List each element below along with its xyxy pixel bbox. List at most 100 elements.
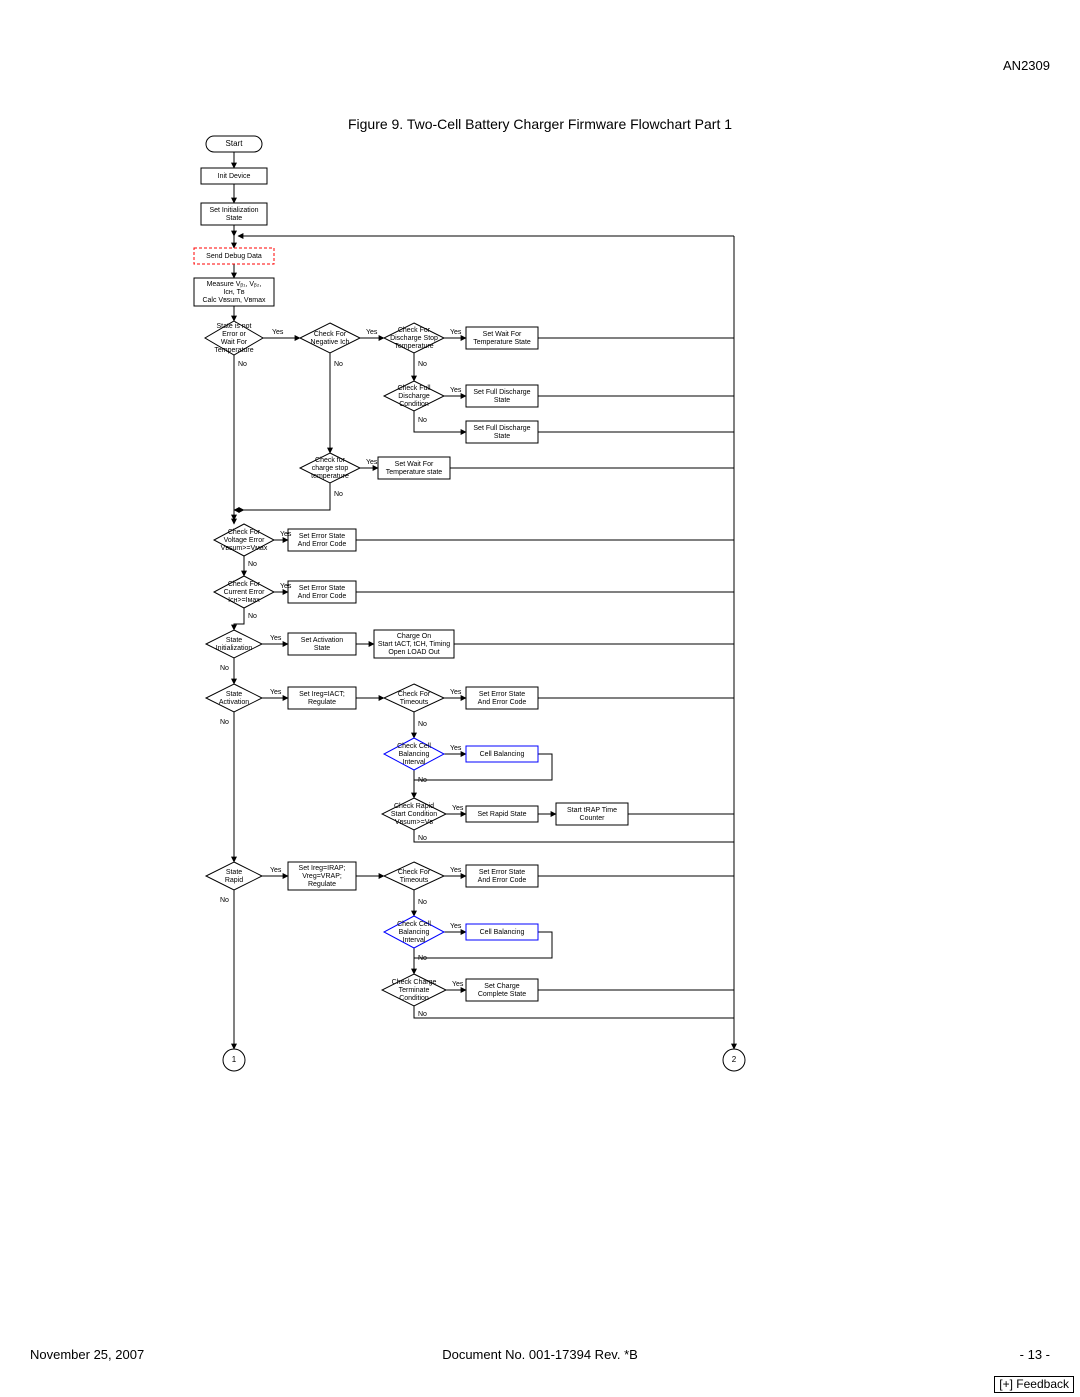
- svg-text:Open LOAD Out: Open LOAD Out: [388, 649, 439, 656]
- svg-text:Counter: Counter: [580, 815, 606, 822]
- svg-text:Icн, Tв: Icн, Tв: [223, 289, 244, 296]
- svg-text:Check Rapid: Check Rapid: [394, 803, 434, 810]
- svg-text:Discharge Stop: Discharge Stop: [390, 335, 438, 342]
- svg-text:No: No: [418, 955, 427, 962]
- svg-text:No: No: [418, 1011, 427, 1018]
- svg-text:Wait For: Wait For: [221, 339, 248, 346]
- svg-text:Vвsum>=Vв: Vвsum>=Vв: [395, 819, 433, 826]
- svg-text:Measure Vᵦ₁, Vᵦ₂,: Measure Vᵦ₁, Vᵦ₂,: [207, 281, 262, 288]
- svg-text:State: State: [494, 397, 510, 404]
- svg-text:Yes: Yes: [280, 583, 292, 590]
- svg-text:No: No: [418, 417, 427, 424]
- svg-text:Set Wait For: Set Wait For: [483, 331, 522, 338]
- feedback-link[interactable]: [+] Feedback: [994, 1376, 1074, 1393]
- svg-text:No: No: [418, 835, 427, 842]
- svg-text:Yes: Yes: [272, 329, 284, 336]
- svg-text:Start tACT, tCH, Timing: Start tACT, tCH, Timing: [378, 641, 450, 648]
- svg-text:Current Error: Current Error: [224, 589, 266, 596]
- svg-text:Yes: Yes: [270, 867, 282, 874]
- svg-text:State: State: [226, 691, 242, 698]
- svg-text:temperature: temperature: [311, 473, 349, 480]
- svg-text:No: No: [334, 491, 343, 498]
- svg-text:Regulate: Regulate: [308, 881, 336, 888]
- svg-text:Voltage Error: Voltage Error: [224, 537, 266, 544]
- svg-text:Yes: Yes: [450, 923, 462, 930]
- svg-text:Yes: Yes: [450, 745, 462, 752]
- svg-text:State: State: [226, 869, 242, 876]
- svg-text:And Error Code: And Error Code: [298, 541, 347, 548]
- svg-text:Start Condition: Start Condition: [391, 811, 437, 818]
- svg-text:Set Error State: Set Error State: [479, 869, 525, 876]
- svg-text:State is not: State is not: [216, 323, 251, 330]
- svg-text:Charge On: Charge On: [397, 633, 431, 640]
- svg-text:Set Error State: Set Error State: [299, 585, 345, 592]
- svg-text:Check For: Check For: [228, 529, 261, 536]
- svg-text:Condition: Condition: [399, 401, 429, 408]
- svg-text:Icн>=Iмах: Icн>=Iмах: [228, 597, 260, 604]
- svg-text:Check For: Check For: [398, 327, 431, 334]
- svg-text:Set Initialization: Set Initialization: [209, 207, 258, 214]
- svg-text:Yes: Yes: [366, 329, 378, 336]
- svg-text:Check For: Check For: [398, 869, 431, 876]
- svg-text:Set Wait For: Set Wait For: [395, 461, 434, 468]
- svg-text:Discharge: Discharge: [398, 393, 430, 400]
- svg-text:No: No: [418, 777, 427, 784]
- svg-text:Regulate: Regulate: [308, 699, 336, 706]
- svg-text:Check Full: Check Full: [397, 385, 431, 392]
- svg-text:Initialization: Initialization: [216, 645, 253, 652]
- svg-text:Vreg=VRAP;: Vreg=VRAP;: [302, 873, 342, 880]
- svg-text:Set Activation: Set Activation: [301, 637, 344, 644]
- svg-text:Calc Vвsum, Vвmax: Calc Vвsum, Vвmax: [202, 297, 266, 304]
- svg-text:1: 1: [232, 1055, 237, 1064]
- svg-text:Temperature: Temperature: [214, 347, 253, 354]
- svg-text:No: No: [238, 361, 247, 368]
- svg-text:Condition: Condition: [399, 995, 429, 1002]
- svg-text:Yes: Yes: [280, 531, 292, 538]
- svg-text:Temperature State: Temperature State: [473, 339, 531, 346]
- svg-text:Check Cell: Check Cell: [397, 921, 431, 928]
- svg-text:Terminate: Terminate: [399, 987, 430, 994]
- svg-text:Yes: Yes: [270, 635, 282, 642]
- svg-text:Yes: Yes: [450, 329, 462, 336]
- svg-text:No: No: [248, 561, 257, 568]
- doc-code: AN2309: [1003, 58, 1050, 73]
- svg-text:No: No: [220, 665, 229, 672]
- svg-text:Set Ireg=IACT;: Set Ireg=IACT;: [299, 691, 345, 698]
- svg-text:Check Charge: Check Charge: [392, 979, 437, 986]
- svg-text:Start tRAP Time: Start tRAP Time: [567, 807, 617, 814]
- svg-text:No: No: [418, 361, 427, 368]
- svg-text:Timeouts: Timeouts: [400, 699, 429, 706]
- svg-text:Set Error State: Set Error State: [479, 691, 525, 698]
- svg-text:State: State: [226, 215, 242, 222]
- svg-text:Yes: Yes: [366, 459, 378, 466]
- footer-page: - 13 -: [1020, 1347, 1050, 1362]
- svg-text:Interval: Interval: [403, 759, 426, 766]
- svg-text:No: No: [220, 719, 229, 726]
- svg-text:2: 2: [732, 1055, 737, 1064]
- svg-text:Yes: Yes: [450, 689, 462, 696]
- svg-text:Timeouts: Timeouts: [400, 877, 429, 884]
- svg-text:Check For: Check For: [314, 331, 347, 338]
- svg-text:And Error Code: And Error Code: [298, 593, 347, 600]
- svg-text:And Error Code: And Error Code: [478, 877, 527, 884]
- svg-text:Complete State: Complete State: [478, 991, 526, 998]
- svg-text:No: No: [418, 899, 427, 906]
- svg-text:State: State: [494, 433, 510, 440]
- flowchart: StartInit DeviceSet InitializationStateS…: [180, 130, 900, 1090]
- svg-text:Yes: Yes: [452, 805, 464, 812]
- svg-text:Balancing: Balancing: [399, 751, 430, 758]
- svg-text:Vвsum>=Vмах: Vвsum>=Vмах: [221, 545, 268, 552]
- svg-text:State: State: [226, 637, 242, 644]
- svg-text:And Error Code: And Error Code: [478, 699, 527, 706]
- svg-text:Yes: Yes: [450, 867, 462, 874]
- svg-text:No: No: [418, 721, 427, 728]
- svg-text:Yes: Yes: [452, 981, 464, 988]
- svg-text:Check For: Check For: [398, 691, 431, 698]
- svg-text:Temperature: Temperature: [394, 343, 433, 350]
- svg-text:Cell Balancing: Cell Balancing: [480, 929, 525, 936]
- svg-text:Check Cell: Check Cell: [397, 743, 431, 750]
- svg-text:Interval: Interval: [403, 937, 426, 944]
- svg-text:Rapid: Rapid: [225, 877, 243, 884]
- svg-text:No: No: [220, 897, 229, 904]
- svg-text:Balancing: Balancing: [399, 929, 430, 936]
